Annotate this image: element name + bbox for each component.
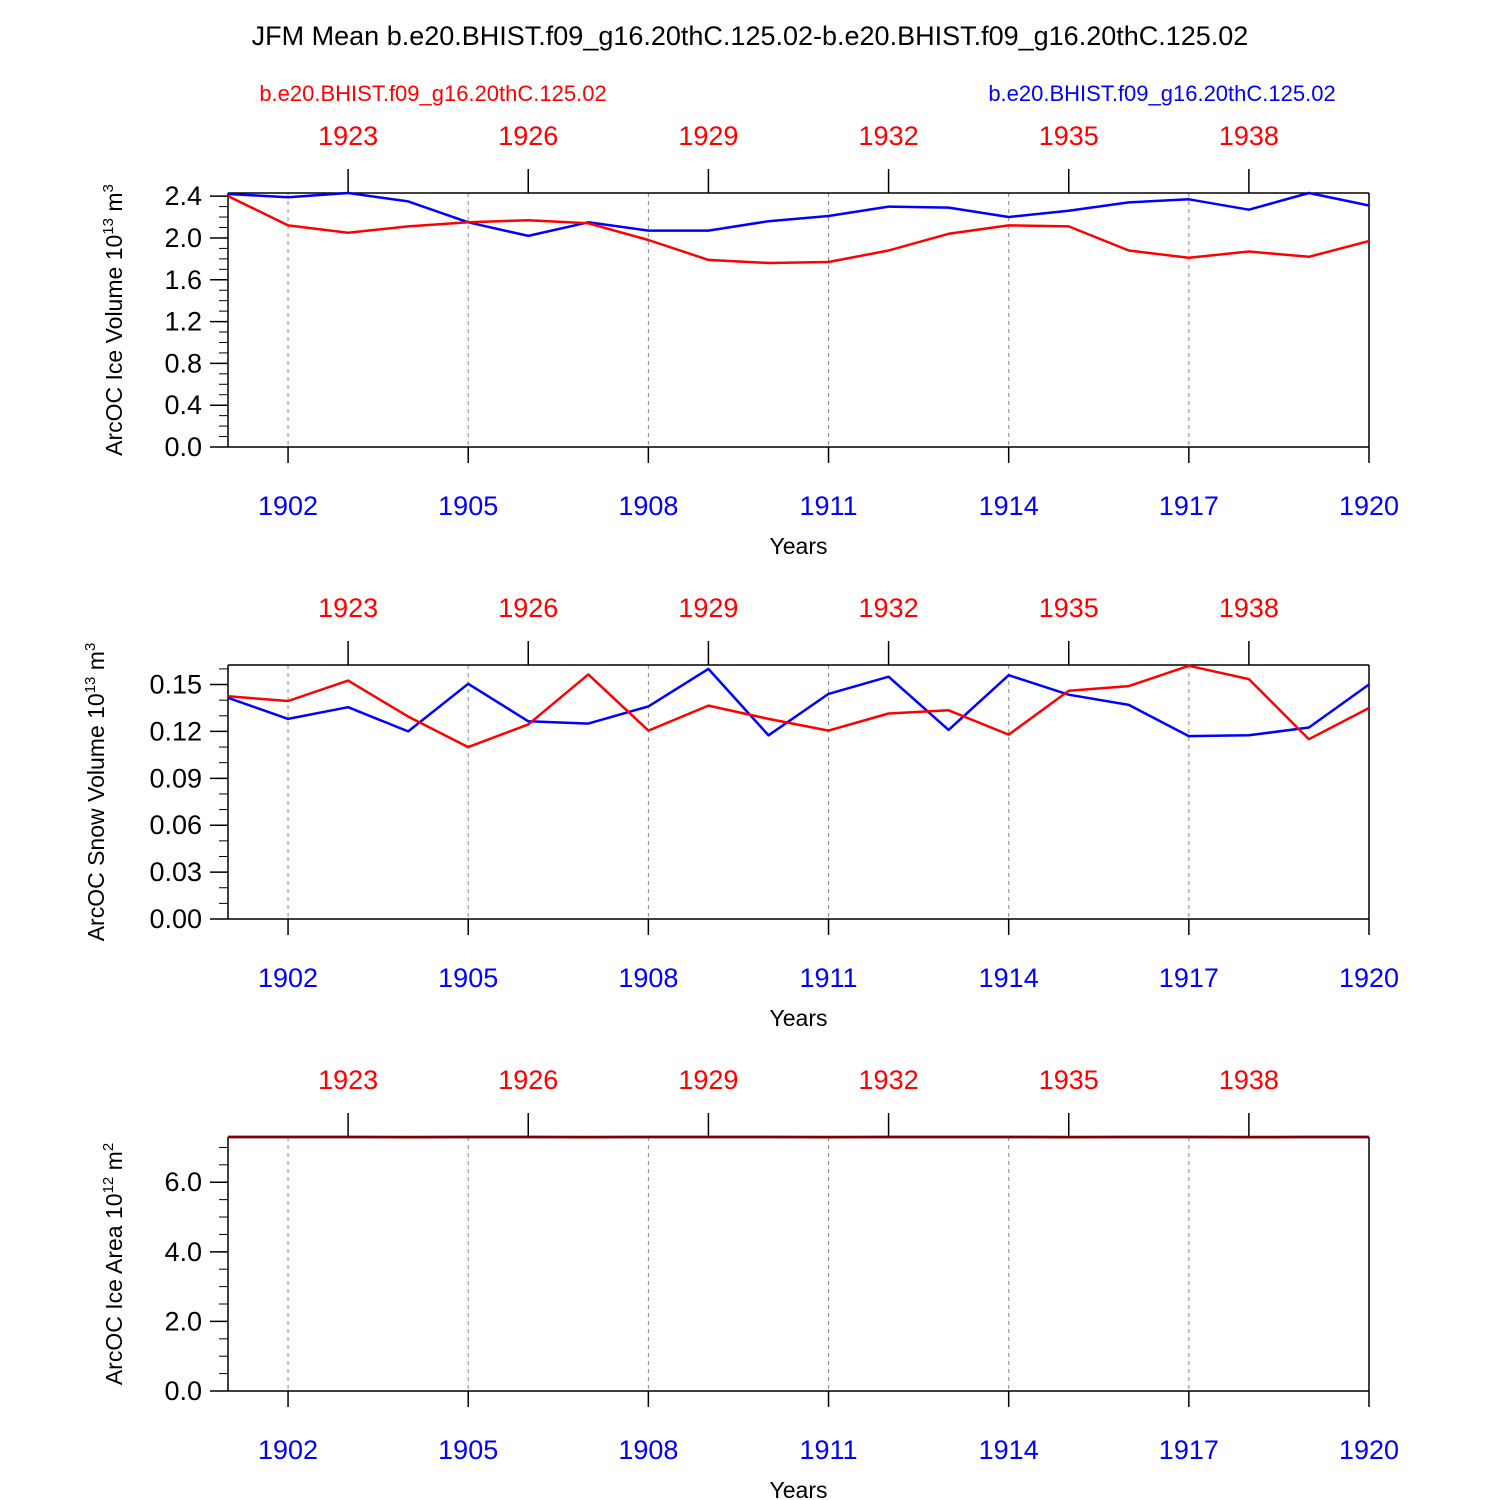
x-bottom-tick-label: 1920	[1339, 963, 1399, 993]
x-top-tick-label: 1935	[1039, 1065, 1099, 1095]
x-bottom-tick-label: 1908	[618, 963, 678, 993]
x-bottom-tick-label: 1908	[618, 491, 678, 521]
y-tick-label: 0.4	[164, 390, 202, 420]
x-top-tick-label: 1923	[318, 1065, 378, 1095]
x-bottom-tick-label: 1917	[1159, 491, 1219, 521]
y-axis-title-unit-exponent: 2	[100, 1143, 117, 1151]
x-bottom-tick-label: 1902	[258, 491, 318, 521]
y-axis-title-unit: m	[101, 1151, 127, 1177]
x-bottom-tick-label: 1914	[979, 963, 1039, 993]
x-bottom-tick-label: 1911	[799, 963, 857, 993]
y-tick-label: 0.8	[164, 348, 202, 378]
x-top-tick-label: 1932	[859, 593, 919, 623]
x-top-tick-label: 1938	[1219, 593, 1279, 623]
x-top-tick-label: 1926	[498, 593, 558, 623]
x-bottom-tick-label: 1911	[799, 491, 857, 521]
x-top-tick-label: 1935	[1039, 593, 1099, 623]
y-tick-label: 6.0	[164, 1167, 202, 1197]
case-label-red: b.e20.BHIST.f09_g16.20thC.125.02	[259, 81, 606, 106]
y-axis-title-text: ArcOC Snow Volume 10	[83, 693, 109, 941]
y-axis-title-unit: m	[83, 651, 109, 677]
x-bottom-tick-label: 1920	[1339, 1435, 1399, 1465]
panel-2: 0.00 0.03 0.06 0.09 0.12 0.15 1902 1905 1908 1911…	[82, 593, 1399, 1031]
x-top-tick-label: 1926	[498, 121, 558, 151]
panel-3: 0.0 2.0 4.0 6.0 1902 1905 1908 1911 1914 1917 1920…	[100, 1065, 1399, 1500]
y-axis-title-exponent: 12	[100, 1177, 117, 1194]
y-axis-title-unit-exponent: 3	[100, 184, 117, 192]
x-axis-title: Years	[770, 1005, 828, 1031]
x-top-tick-label: 1929	[678, 1065, 738, 1095]
x-top-tick-label: 1929	[678, 121, 738, 151]
x-bottom-tick-label: 1911	[799, 1435, 857, 1465]
y-tick-label: 0.03	[149, 857, 202, 887]
y-tick-label: 0.00	[149, 904, 202, 934]
series-line-blue	[227, 191, 1370, 238]
x-bottom-tick-label: 1917	[1159, 963, 1219, 993]
x-top-tick-label: 1923	[318, 593, 378, 623]
y-axis-title-text: ArcOC Ice Area 10	[101, 1193, 127, 1385]
y-tick-label: 0.06	[149, 810, 202, 840]
x-bottom-tick-label: 1905	[438, 491, 498, 521]
y-axis-title: ArcOC Ice Area 1012 m2	[100, 1143, 127, 1385]
x-bottom-tick-label: 1914	[979, 1435, 1039, 1465]
y-tick-label: 2.0	[164, 223, 202, 253]
x-bottom-tick-label: 1902	[258, 1435, 318, 1465]
x-bottom-tick-label: 1917	[1159, 1435, 1219, 1465]
x-top-tick-label: 1938	[1219, 121, 1279, 151]
x-top-tick-label: 1926	[498, 1065, 558, 1095]
y-axis-title: ArcOC Snow Volume 1013 m3	[82, 643, 109, 942]
y-tick-label: 0.0	[164, 432, 202, 462]
y-axis-title: ArcOC Ice Volume 1013 m3	[100, 184, 127, 456]
panels: 0.0 0.4 0.8 1.2 1.6 2.0 2.4 1902 1905 1908 1911 191…	[82, 121, 1399, 1500]
x-bottom-tick-label: 1908	[618, 1435, 678, 1465]
x-top-tick-label: 1938	[1219, 1065, 1279, 1095]
y-tick-label: 4.0	[164, 1237, 202, 1267]
y-tick-label: 1.2	[164, 307, 202, 337]
y-axis-title-text: ArcOC Ice Volume 10	[101, 235, 127, 456]
figure-title: JFM Mean b.e20.BHIST.f09_g16.20thC.125.0…	[252, 21, 1249, 51]
series-line-blue	[227, 667, 1370, 738]
y-tick-label: 0.09	[149, 763, 202, 793]
y-tick-label: 2.0	[164, 1306, 202, 1336]
series-line-red	[227, 664, 1370, 749]
x-axis-title: Years	[770, 1477, 828, 1500]
y-axis-title-exponent: 13	[82, 677, 99, 694]
x-top-tick-label: 1935	[1039, 121, 1099, 151]
x-axis-title: Years	[770, 533, 828, 559]
y-axis-title-unit: m	[101, 192, 127, 218]
x-bottom-tick-label: 1920	[1339, 491, 1399, 521]
x-bottom-tick-label: 1914	[979, 491, 1039, 521]
x-bottom-tick-label: 1905	[438, 1435, 498, 1465]
y-axis-title-exponent: 13	[100, 218, 117, 235]
series-line-red	[227, 194, 1370, 265]
y-tick-label: 2.4	[164, 181, 202, 211]
y-tick-label: 0.0	[164, 1376, 202, 1406]
x-top-tick-label: 1929	[678, 593, 738, 623]
panel-1: 0.0 0.4 0.8 1.2 1.6 2.0 2.4 1902 1905 1908 1911 191…	[100, 121, 1399, 559]
y-tick-label: 1.6	[164, 265, 202, 295]
x-bottom-tick-label: 1905	[438, 963, 498, 993]
x-top-tick-label: 1932	[859, 1065, 919, 1095]
y-tick-label: 0.15	[149, 670, 202, 700]
case-label-blue: b.e20.BHIST.f09_g16.20thC.125.02	[988, 81, 1335, 106]
y-axis-title-unit-exponent: 3	[82, 643, 99, 651]
x-top-tick-label: 1923	[318, 121, 378, 151]
x-top-tick-label: 1932	[859, 121, 919, 151]
x-bottom-tick-label: 1902	[258, 963, 318, 993]
y-tick-label: 0.12	[149, 716, 202, 746]
